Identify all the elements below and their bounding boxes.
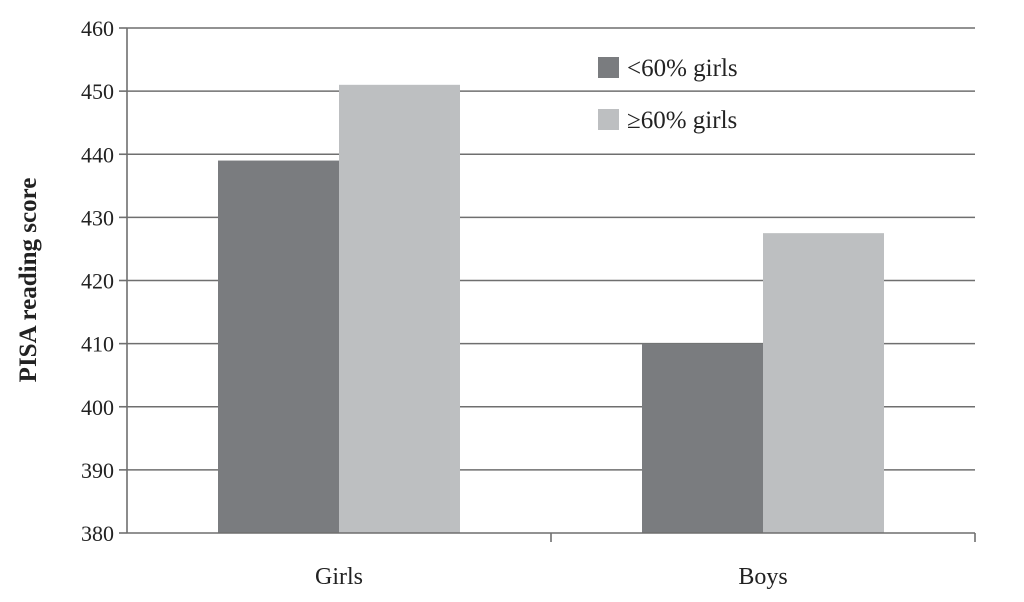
legend-swatch — [598, 57, 619, 78]
y-tick-label: 450 — [81, 79, 114, 104]
y-tick-label: 430 — [81, 205, 114, 230]
bar-girls-series-2 — [339, 84, 460, 533]
y-tick-label: 420 — [81, 269, 114, 294]
y-tick-label: 380 — [81, 521, 114, 546]
y-tick-label: 390 — [81, 458, 114, 483]
legend-label: <60% girls — [627, 55, 738, 82]
bar-girls-series-1 — [218, 160, 339, 533]
y-tick-label: 460 — [81, 16, 114, 41]
bar-boys-series-2 — [763, 233, 884, 533]
legend-label: ≥60% girls — [627, 107, 737, 134]
legend: <60% girls ≥60% girls — [598, 55, 738, 134]
axes — [119, 27, 976, 542]
legend-swatch — [598, 109, 619, 130]
y-tick-label: 400 — [81, 395, 114, 420]
bar-boys-series-1 — [642, 343, 763, 533]
x-category-label: Girls — [315, 564, 363, 590]
bars — [218, 84, 884, 533]
x-category-label: Boys — [738, 564, 787, 590]
y-axis-title: PISA reading score — [15, 178, 42, 383]
y-tick-label: 410 — [81, 332, 114, 357]
y-tick-label: 440 — [81, 142, 114, 167]
labels: 380 390 400 410 420 430 440 450 460 Girls Boys — [81, 16, 788, 590]
